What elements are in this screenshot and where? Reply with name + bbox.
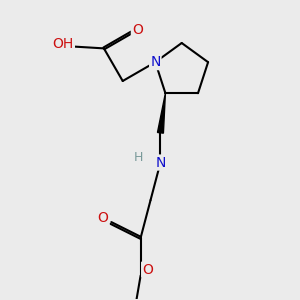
- Text: OH: OH: [52, 38, 74, 51]
- Text: O: O: [98, 211, 108, 225]
- Text: N: N: [155, 155, 166, 170]
- Text: N: N: [150, 55, 160, 69]
- Polygon shape: [158, 93, 165, 133]
- Text: H: H: [134, 151, 143, 164]
- Text: O: O: [132, 22, 143, 37]
- Text: O: O: [142, 262, 153, 277]
